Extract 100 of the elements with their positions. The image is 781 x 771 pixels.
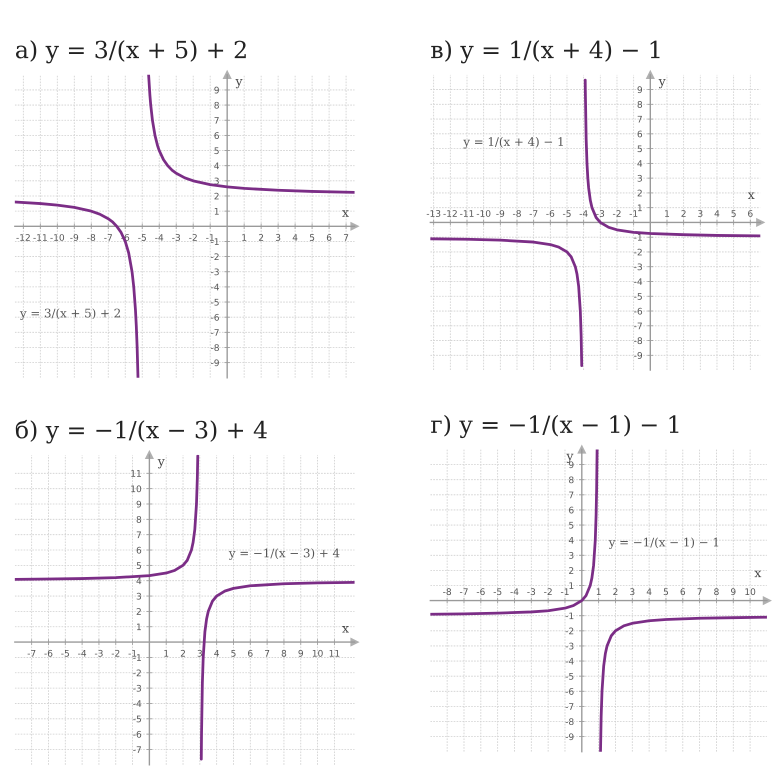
y-tick-label: 9 [568,461,574,468]
y-tick-label: -4 [210,284,220,290]
x-tick-label: -7 [104,234,112,241]
y-tick-label: 3 [214,178,219,184]
y-tick-label: -2 [210,253,219,260]
x-tick-label: -13 [426,210,440,217]
y-tick-label: 5 [569,522,574,529]
chart-title: г) y = −1/(x − 1) − 1 [431,414,678,438]
x-tick-label: 4 [714,210,720,217]
x-tick-label: -7 [28,650,36,657]
x-tick-label: 6 [680,588,686,596]
y-tick-label: -2 [566,628,574,634]
x-tick-label: 1 [242,234,246,241]
x-tick-label: 3 [198,650,202,657]
chart-title: б) y = −1/(x − 3) + 4 [16,420,267,444]
y-tick-label: -4 [634,278,642,285]
y-tick-label: 8 [214,102,219,109]
y-tick-label: 8 [638,101,642,108]
x-tick-label: 9 [298,650,303,657]
y-tick-label: 6 [638,130,642,138]
x-tick-label: 2 [681,210,686,217]
x-tick-label: 2 [180,650,185,657]
x-tick-label: -12 [16,234,30,241]
x-tick-label: 9 [730,588,736,596]
y-tick-label: -7 [210,329,219,336]
x-tick-label: -1 [560,588,569,595]
y-tick-label: -3 [210,268,219,276]
y-tick-label: -2 [634,248,642,256]
x-tick-label: -3 [596,210,604,217]
x-tick-label: 5 [731,210,736,217]
y-tick-label: -3 [133,684,142,692]
y-tick-label: 10 [131,485,142,492]
y-tick-label: 6 [569,506,574,514]
x-tick-label: 10 [745,588,756,596]
y-tick-label: -8 [210,344,219,352]
y-tick-label: 1 [569,582,574,589]
y-tick-label: -1 [566,612,574,620]
x-tick-label: -11 [460,210,474,217]
x-tick-label: 1 [164,650,168,657]
y-tick-label: -7 [133,746,141,753]
y-tick-label: 1 [638,204,642,212]
x-tick-label: 7 [344,234,348,241]
y-tick-label: -9 [566,733,574,740]
x-tick-label: 8 [282,650,286,657]
x-tick-label: 3 [276,234,280,241]
x-tick-label: 2 [613,588,618,595]
y-tick-label: 5 [214,147,219,154]
y-tick-label: -9 [210,359,219,366]
y-tick-label: 2 [214,192,219,200]
y-tick-label: 4 [136,578,142,584]
x-tick-label: -10 [476,210,490,217]
annotation: y = −1/(x − 1) − 1 [608,537,718,549]
x-axis-title: x [748,192,755,199]
y-tick-label: 9 [214,86,219,94]
x-tick-label: -2 [112,650,120,657]
y-tick-label: 4 [214,162,220,170]
x-tick-label: -9 [70,234,78,241]
y-tick-label: 8 [136,516,142,523]
x-tick-label: 1 [596,588,601,595]
y-tick-label: -6 [566,688,574,695]
y-tick-label: -4 [133,700,142,707]
x-tick-label: -2 [612,210,621,217]
y-tick-label: 1 [136,624,141,630]
y-tick-label: -9 [634,352,642,359]
x-tick-label: 6 [748,210,753,217]
y-axis-title: y [158,459,165,468]
x-tick-label: 7 [697,588,702,595]
chart-title: а) y = 3/(x + 5) + 2 [16,40,246,64]
x-axis-title: x [342,626,349,633]
y-tick-label: 6 [136,546,142,554]
y-tick-label: 9 [638,86,642,94]
x-tick-label: -4 [580,210,588,217]
x-tick-label: -12 [443,210,457,217]
x-tick-label: -8 [87,234,96,241]
x-tick-label: 7 [264,650,270,657]
y-tick-label: 2 [638,190,642,196]
x-tick-label: -11 [33,234,47,241]
annotation: y = 3/(x + 5) + 2 [20,308,120,320]
x-tick-label: -3 [94,650,103,657]
y-tick-label: 11 [131,470,141,477]
x-tick-label: -6 [476,588,485,596]
y-tick-label: -5 [133,716,141,722]
y-tick-label: 8 [569,476,574,484]
y-tick-label: -5 [210,298,219,306]
x-tick-label: 8 [714,588,719,596]
y-tick-label: -6 [210,314,219,321]
x-tick-label: -7 [530,210,538,217]
x-tick-label: 6 [326,234,332,241]
y-tick-label: 5 [638,145,642,152]
x-tick-label: -2 [544,588,552,595]
x-tick-label: 10 [312,650,323,657]
x-axis-title: x [342,210,349,217]
x-tick-label: 1 [665,210,670,217]
y-tick-label: 6 [214,132,219,139]
y-tick-label: -2 [133,670,141,676]
x-tick-label: -3 [527,588,536,596]
y-axis-title: y [658,79,666,88]
y-tick-label: -3 [634,263,642,270]
x-tick-label: -4 [510,588,518,595]
x-tick-label: 5 [664,588,668,596]
